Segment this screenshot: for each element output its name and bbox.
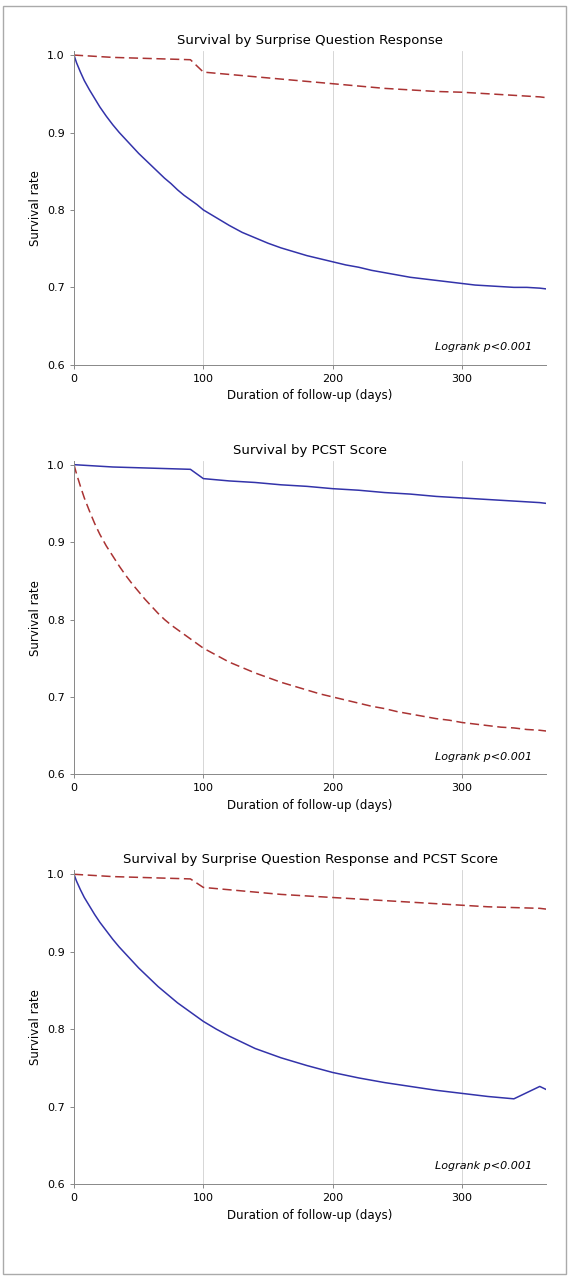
Text: Logrank p<0.001: Logrank p<0.001	[435, 342, 532, 352]
X-axis label: Duration of follow-up (days): Duration of follow-up (days)	[228, 1208, 393, 1221]
Text: Logrank p<0.001: Logrank p<0.001	[435, 1161, 532, 1171]
Legend: No, Yes: No, Yes	[241, 465, 380, 509]
Title: Survival by PCST Score: Survival by PCST Score	[233, 444, 387, 457]
X-axis label: Duration of follow-up (days): Duration of follow-up (days)	[228, 389, 393, 402]
Text: Logrank p<0.001: Logrank p<0.001	[435, 751, 532, 762]
Y-axis label: Survival rate: Survival rate	[28, 580, 42, 655]
Legend: <4, >=4: <4, >=4	[236, 874, 385, 919]
Title: Survival by Surprise Question Response and PCST Score: Survival by Surprise Question Response a…	[122, 854, 498, 867]
Y-axis label: Survival rate: Survival rate	[28, 989, 42, 1065]
Y-axis label: Survival rate: Survival rate	[28, 170, 42, 246]
X-axis label: Duration of follow-up (days): Duration of follow-up (days)	[228, 799, 393, 812]
Title: Survival by Surprise Question Response: Survival by Surprise Question Response	[177, 35, 443, 47]
